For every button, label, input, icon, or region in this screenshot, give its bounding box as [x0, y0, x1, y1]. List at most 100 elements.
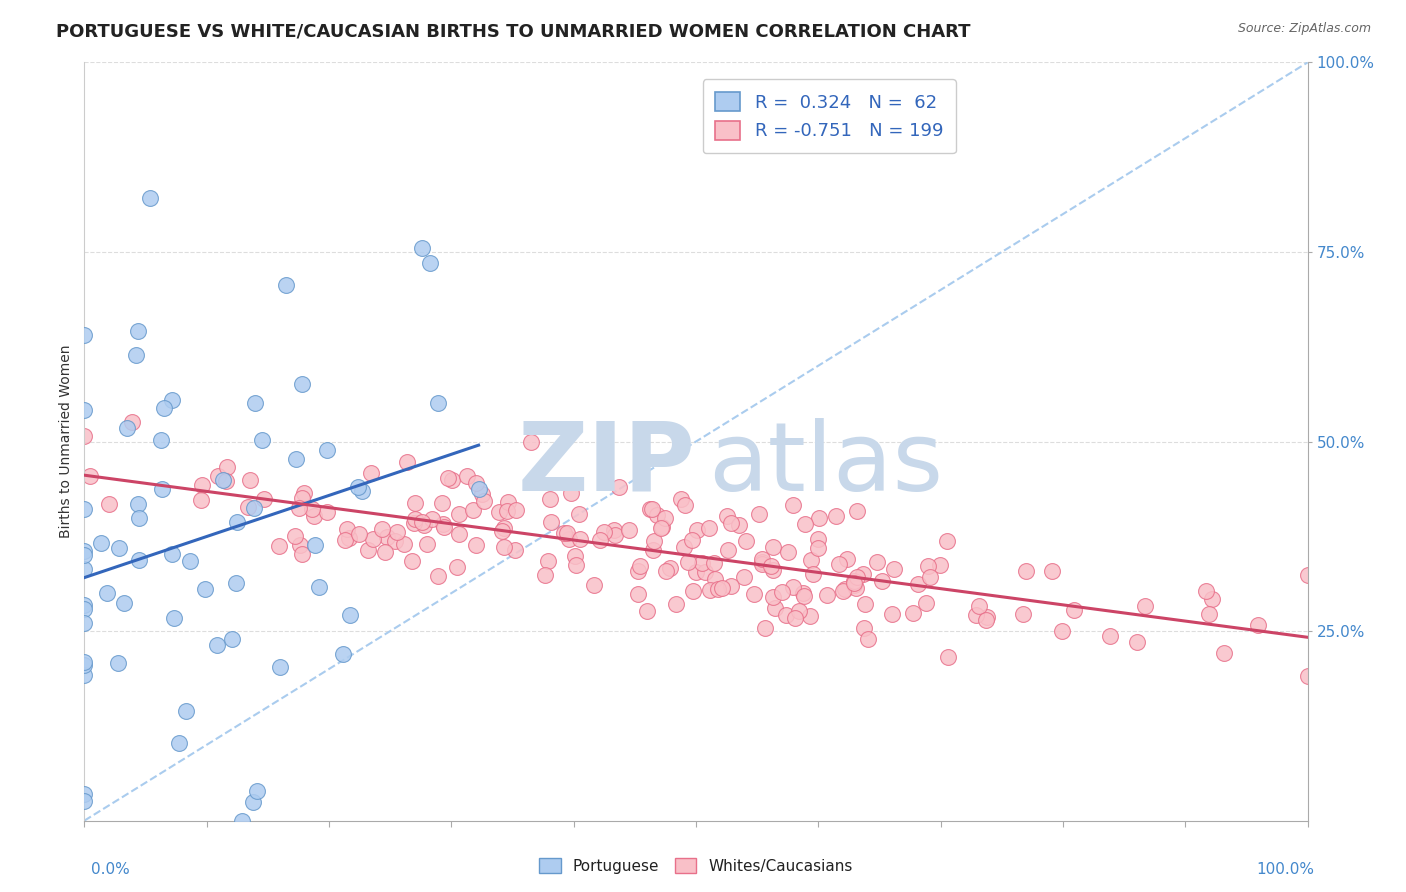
Point	[520, 435, 543, 450]
Point	[794, 517, 817, 532]
Point	[720, 579, 742, 593]
Point	[98, 497, 121, 511]
Point	[799, 609, 821, 624]
Point	[671, 491, 693, 506]
Point	[339, 608, 361, 623]
Point	[276, 278, 298, 293]
Point	[225, 576, 247, 591]
Point	[682, 583, 704, 598]
Point	[284, 529, 307, 543]
Point	[392, 536, 415, 550]
Point	[1135, 599, 1157, 613]
Point	[385, 524, 408, 539]
Point	[759, 558, 782, 573]
Point	[626, 586, 648, 600]
Point	[967, 599, 990, 613]
Point	[1296, 669, 1319, 683]
Point	[472, 493, 495, 508]
Point	[645, 508, 668, 522]
Point	[870, 574, 893, 588]
Point	[333, 533, 356, 547]
Point	[1126, 634, 1149, 648]
Point	[842, 578, 865, 592]
Point	[693, 565, 716, 579]
Point	[191, 478, 214, 492]
Point	[681, 533, 703, 548]
Point	[73, 667, 96, 681]
Point	[778, 545, 800, 559]
Point	[302, 508, 325, 523]
Point	[748, 507, 770, 521]
Point	[79, 469, 101, 483]
Point	[73, 658, 96, 673]
Point	[73, 543, 96, 558]
Y-axis label: Births to Unmarried Women: Births to Unmarried Women	[59, 345, 73, 538]
Point	[697, 521, 720, 535]
Point	[239, 474, 262, 488]
Point	[112, 596, 135, 610]
Point	[686, 523, 709, 537]
Point	[169, 736, 191, 750]
Point	[565, 558, 588, 573]
Point	[285, 452, 308, 467]
Point	[936, 649, 959, 664]
Point	[179, 554, 201, 568]
Point	[176, 704, 198, 718]
Point	[194, 582, 217, 597]
Point	[404, 496, 426, 510]
Point	[212, 473, 235, 487]
Point	[217, 460, 239, 475]
Point	[152, 483, 174, 497]
Point	[153, 401, 176, 415]
Point	[404, 512, 426, 526]
Point	[727, 518, 749, 533]
Point	[568, 507, 591, 521]
Point	[488, 505, 510, 519]
Point	[835, 552, 858, 566]
Point	[447, 508, 470, 522]
Point	[440, 473, 463, 487]
Point	[735, 534, 758, 549]
Point	[643, 533, 665, 548]
Point	[107, 541, 129, 555]
Point	[73, 601, 96, 615]
Point	[231, 814, 253, 828]
Point	[901, 606, 924, 620]
Point	[494, 540, 516, 554]
Point	[558, 532, 581, 546]
Point	[419, 256, 441, 270]
Point	[357, 543, 380, 558]
Point	[291, 491, 314, 506]
Point	[246, 784, 269, 798]
Point	[607, 480, 630, 494]
Point	[384, 533, 406, 548]
Point	[73, 429, 96, 443]
Point	[762, 563, 785, 577]
Point	[1040, 565, 1063, 579]
Point	[215, 474, 238, 488]
Point	[73, 788, 96, 802]
Point	[162, 547, 184, 561]
Point	[880, 607, 903, 621]
Point	[491, 524, 513, 538]
Point	[416, 537, 439, 551]
Point	[316, 442, 339, 457]
Point	[1050, 624, 1073, 638]
Point	[917, 558, 939, 573]
Point	[711, 581, 734, 595]
Point	[73, 402, 96, 417]
Point	[742, 587, 765, 601]
Point	[792, 586, 814, 600]
Point	[73, 562, 96, 576]
Point	[853, 597, 876, 611]
Point	[107, 656, 129, 670]
Point	[377, 530, 399, 544]
Point	[751, 558, 773, 572]
Point	[866, 555, 889, 569]
Point	[139, 191, 162, 205]
Point	[463, 503, 485, 517]
Point	[935, 534, 957, 549]
Point	[673, 498, 696, 512]
Point	[659, 561, 682, 575]
Point	[127, 324, 149, 338]
